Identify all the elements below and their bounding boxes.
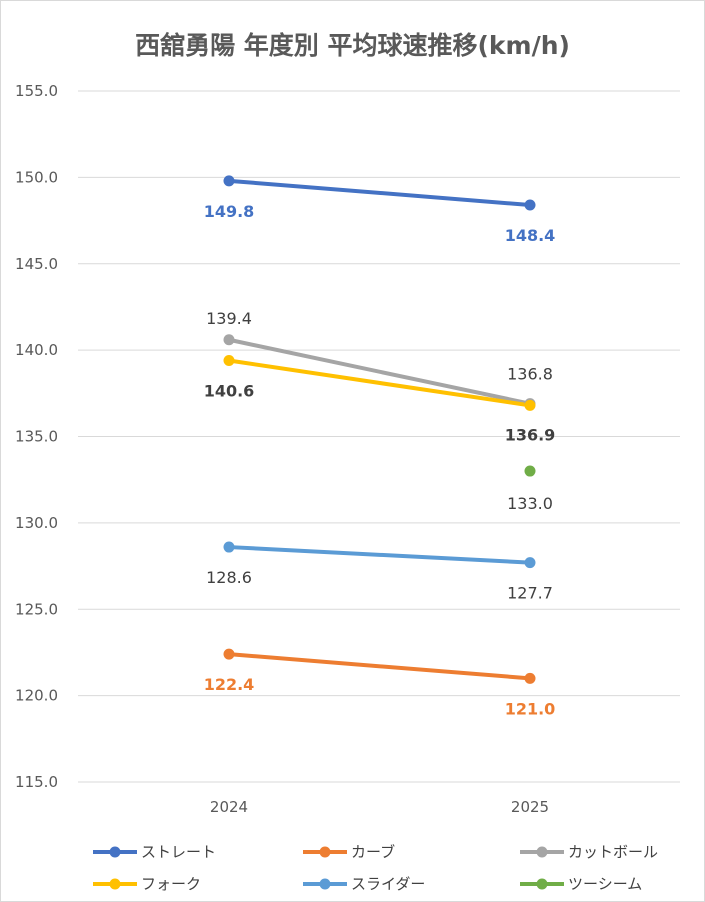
y-tick-label: 135.0 [15, 428, 58, 446]
data-label: 133.0 [507, 494, 553, 513]
series-line [227, 652, 532, 681]
legend-swatch-marker [109, 878, 121, 890]
y-tick-label: 130.0 [15, 514, 58, 532]
data-label: 148.4 [505, 226, 556, 245]
legend-label: フォーク [141, 875, 201, 893]
data-point [223, 334, 235, 346]
x-tick-label: 2025 [511, 798, 549, 816]
y-tick-label: 140.0 [15, 341, 58, 359]
legend-label: ツーシーム [568, 875, 642, 893]
data-label: 128.6 [206, 568, 252, 587]
data-point [524, 399, 536, 411]
legend-label: カットボール [568, 843, 658, 861]
series-line [227, 337, 532, 406]
y-tick-label: 120.0 [15, 687, 58, 705]
y-tick-label: 155.0 [15, 82, 58, 100]
data-point [524, 672, 536, 684]
data-label: 140.6 [204, 381, 255, 400]
data-point [223, 648, 235, 660]
series-points [223, 175, 536, 684]
data-labels: 149.8 148.4 122.4 121.0 139.4 136.8 140.6 136.9… [204, 202, 556, 719]
series-line [227, 178, 532, 208]
data-label: 136.8 [507, 365, 553, 384]
y-tick-label: 150.0 [15, 168, 58, 186]
data-point [524, 465, 536, 477]
data-label: 149.8 [204, 202, 255, 221]
legend-swatch-marker [319, 878, 331, 890]
y-tick-label: 125.0 [15, 600, 58, 618]
series-line [227, 358, 532, 408]
data-point [524, 199, 536, 211]
y-tick-label: 145.0 [15, 255, 58, 273]
y-axis-ticks: 115.0 120.0 125.0 130.0 135.0 140.0 145.0 150.0… [15, 82, 58, 791]
data-label: 121.0 [505, 699, 556, 718]
legend-label: カーブ [351, 843, 395, 861]
legend-swatch-marker [109, 846, 121, 858]
data-point [223, 354, 235, 366]
data-point [223, 175, 235, 187]
data-label: 122.4 [204, 675, 255, 694]
legend-swatch-marker [319, 846, 331, 858]
gridlines [78, 90, 680, 783]
y-tick-label: 115.0 [15, 773, 58, 791]
legend-label: スライダー [351, 875, 425, 893]
x-axis-ticks: 2024 2025 [210, 798, 549, 816]
legend-label: ストレート [141, 843, 216, 861]
data-label: 139.4 [206, 309, 252, 328]
data-label: 127.7 [507, 584, 553, 603]
data-point [223, 541, 235, 553]
data-label: 136.9 [505, 425, 556, 444]
data-point [524, 557, 536, 569]
series-lines [227, 178, 532, 681]
series-line [227, 545, 532, 565]
chart-title: 西舘勇陽 年度別 平均球速推移(km/h) [135, 31, 570, 60]
legend-swatch-marker [536, 878, 548, 890]
x-tick-label: 2024 [210, 798, 248, 816]
legend-swatch-marker [536, 846, 548, 858]
